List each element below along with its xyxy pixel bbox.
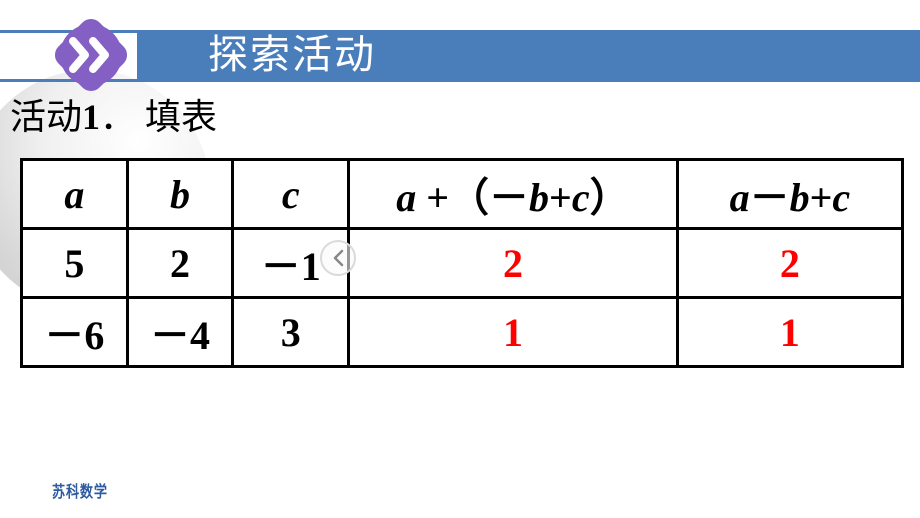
- table-header-row: a b c a +（－b+c） a－b+c: [22, 160, 903, 229]
- title-rule-top: [0, 30, 920, 33]
- data-table: a b c a +（－b+c） a－b+c 52－122－6－4311: [20, 158, 904, 368]
- activity-number: 1: [82, 97, 100, 137]
- brand-logo: [50, 14, 132, 96]
- cell-e: 2: [677, 229, 902, 298]
- col-header-e: a－b+c: [677, 160, 902, 229]
- cell-a: 5: [22, 229, 128, 298]
- activity-prefix: 活动: [10, 97, 82, 137]
- table-row: 52－122: [22, 229, 903, 298]
- footer-brand: 苏科数学: [52, 478, 108, 502]
- cell-b: －4: [127, 298, 233, 367]
- cell-c: 3: [233, 298, 349, 367]
- col-header-c: c: [233, 160, 349, 229]
- activity-suffix: ． 填表: [100, 97, 217, 137]
- col-header-d: a +（－b+c）: [349, 160, 678, 229]
- logo-glyph-icon: [67, 35, 115, 75]
- title-rule-bottom: [0, 79, 920, 82]
- table-body: 52－122－6－4311: [22, 229, 903, 367]
- cell-d: 2: [349, 229, 678, 298]
- cell-a: －6: [22, 298, 128, 367]
- prev-slide-button[interactable]: [320, 240, 356, 276]
- table-row: －6－4311: [22, 298, 903, 367]
- slide-title: 探索活动: [208, 30, 376, 80]
- cell-b: 2: [127, 229, 233, 298]
- data-table-wrap: a b c a +（－b+c） a－b+c 52－122－6－4311: [20, 158, 904, 368]
- col-header-b: b: [127, 160, 233, 229]
- cell-e: 1: [677, 298, 902, 367]
- chevron-left-icon: [331, 249, 345, 267]
- col-header-a: a: [22, 160, 128, 229]
- cell-d: 1: [349, 298, 678, 367]
